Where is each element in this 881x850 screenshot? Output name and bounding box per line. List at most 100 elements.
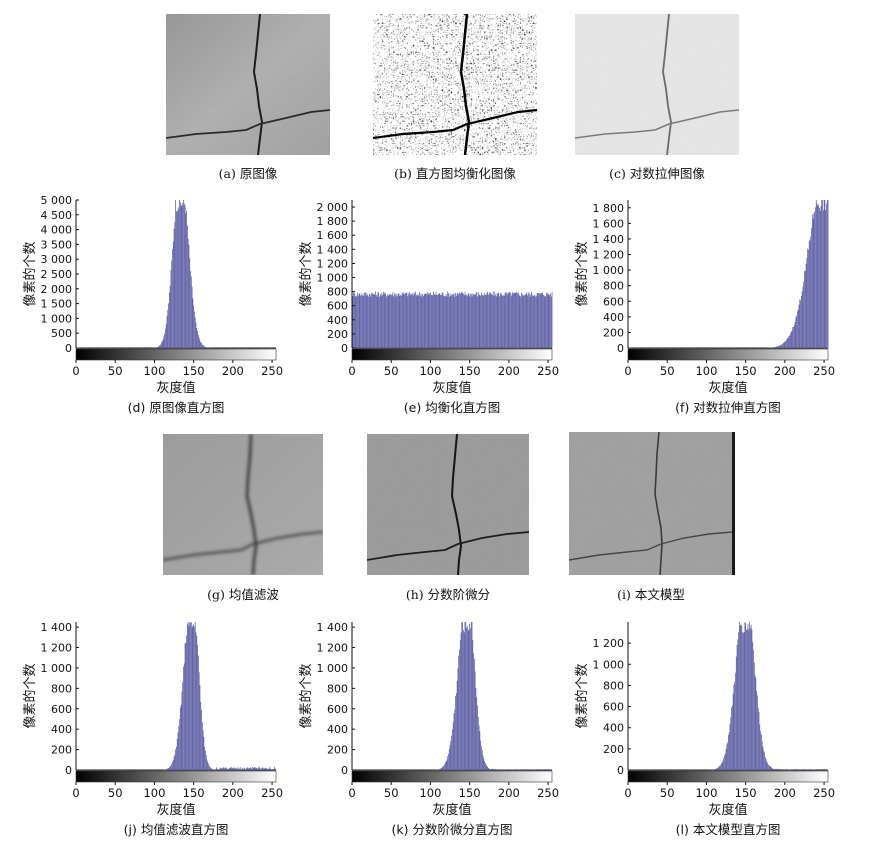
histogram-bar bbox=[416, 294, 418, 348]
histogram-bar bbox=[724, 755, 725, 770]
x-tick-label: 100 bbox=[143, 786, 165, 800]
histogram-bar bbox=[483, 758, 485, 770]
histogram-bar bbox=[375, 291, 376, 348]
histogram-bar bbox=[209, 767, 211, 770]
histogram-model: 0 200 400 600 800 1 000 1 200 0 50 100 150 200 250 灰度… bbox=[574, 622, 835, 837]
histogram-bar bbox=[528, 293, 530, 348]
histogram-bar bbox=[176, 746, 177, 770]
histogram-bar bbox=[798, 769, 800, 770]
histogram-bar bbox=[212, 769, 214, 770]
histogram-bar bbox=[770, 766, 772, 770]
histogram-bar bbox=[399, 295, 401, 348]
histogram-bar bbox=[817, 768, 819, 770]
histogram-bar bbox=[718, 766, 720, 770]
histogram-bar bbox=[501, 294, 503, 348]
histogram-bar bbox=[524, 295, 525, 348]
histogram-bar bbox=[360, 295, 362, 348]
histogram-bar bbox=[811, 769, 812, 770]
grayscale-colorbar bbox=[351, 770, 553, 783]
histogram-bar bbox=[387, 296, 389, 348]
histogram-bar bbox=[224, 768, 226, 770]
histogram-bar bbox=[815, 200, 817, 348]
histogram-bar bbox=[397, 293, 399, 348]
histogram-bar bbox=[786, 769, 788, 770]
histogram-bar bbox=[780, 344, 782, 348]
histogram-bar bbox=[514, 293, 516, 348]
histogram-bar bbox=[790, 333, 791, 348]
histogram-bar bbox=[475, 292, 477, 348]
histogram-bar bbox=[367, 295, 369, 348]
histogram-bar bbox=[768, 764, 769, 770]
histogram-bar bbox=[507, 292, 509, 348]
histogram-bar bbox=[449, 744, 451, 770]
histogram-bar bbox=[217, 769, 219, 770]
histogram-bar bbox=[375, 294, 377, 348]
grayscale-colorbar bbox=[351, 348, 553, 361]
histogram-bar bbox=[408, 291, 410, 348]
y-tick-label: 1 200 bbox=[593, 637, 625, 650]
histogram-bar bbox=[432, 295, 434, 348]
histogram-bar bbox=[740, 624, 742, 770]
histogram-bar bbox=[443, 295, 445, 348]
histogram-bar bbox=[445, 294, 447, 348]
bars bbox=[149, 200, 215, 348]
histogram-bar bbox=[815, 769, 816, 770]
model-crack-picture bbox=[568, 431, 735, 576]
histogram-bar bbox=[532, 296, 534, 348]
histogram-bar bbox=[488, 294, 489, 348]
histogram-bar bbox=[406, 292, 408, 348]
histogram-bar bbox=[493, 768, 495, 770]
histogram-bar bbox=[437, 294, 439, 348]
image-log-stretch bbox=[574, 13, 740, 156]
y-tick-label: 400 bbox=[327, 314, 348, 327]
histogram-bar bbox=[449, 293, 451, 348]
histogram-bar bbox=[448, 749, 450, 770]
image-original bbox=[165, 13, 331, 156]
histogram-bar bbox=[274, 768, 276, 770]
histogram-bar bbox=[364, 292, 365, 348]
histogram-bar bbox=[361, 294, 362, 348]
histogram-bar bbox=[190, 622, 192, 770]
histogram-bar bbox=[473, 653, 474, 770]
histogram-bar bbox=[178, 726, 180, 770]
histogram-bar bbox=[479, 295, 481, 348]
histogram-bar bbox=[455, 695, 456, 770]
histogram-bar bbox=[370, 296, 372, 348]
histogram-bar bbox=[481, 746, 482, 770]
y-tick-label: 600 bbox=[603, 295, 624, 308]
histogram-bar bbox=[166, 768, 168, 770]
histogram-bar bbox=[434, 294, 435, 348]
histogram-bar bbox=[442, 766, 444, 770]
histogram-bar bbox=[197, 644, 198, 770]
histogram-bar bbox=[456, 293, 458, 348]
histogram-bar bbox=[461, 292, 463, 348]
histogram-bar bbox=[746, 628, 748, 770]
histogram-bar bbox=[435, 292, 437, 348]
histogram-bar bbox=[452, 729, 453, 770]
histogram-bar bbox=[444, 762, 446, 770]
histogram-bar bbox=[425, 293, 427, 348]
histogram-bar bbox=[500, 292, 502, 348]
histogram-bar bbox=[735, 672, 736, 770]
histogram-bar bbox=[254, 767, 256, 770]
histogram-bar bbox=[463, 293, 464, 348]
histogram-bar bbox=[779, 769, 781, 770]
histogram-bar bbox=[481, 294, 483, 348]
y-tick-label: 400 bbox=[327, 723, 348, 736]
histogram-bar bbox=[786, 339, 787, 348]
histogram-bar bbox=[749, 622, 750, 770]
histogram-bar bbox=[419, 295, 421, 348]
histogram-bar bbox=[206, 347, 208, 348]
histogram-bar bbox=[412, 293, 413, 348]
histogram-bar bbox=[258, 767, 260, 770]
histogram-bar bbox=[806, 258, 808, 348]
histogram-bar bbox=[441, 292, 443, 348]
histogram-bar bbox=[470, 628, 471, 770]
histogram-bar bbox=[461, 622, 463, 770]
histogram-bar bbox=[811, 228, 812, 348]
histogram-bar bbox=[479, 731, 481, 770]
histogram-bar bbox=[790, 331, 792, 348]
histogram-bar bbox=[737, 639, 739, 770]
histogram-bar bbox=[540, 292, 542, 348]
histogram-bar bbox=[423, 295, 424, 348]
